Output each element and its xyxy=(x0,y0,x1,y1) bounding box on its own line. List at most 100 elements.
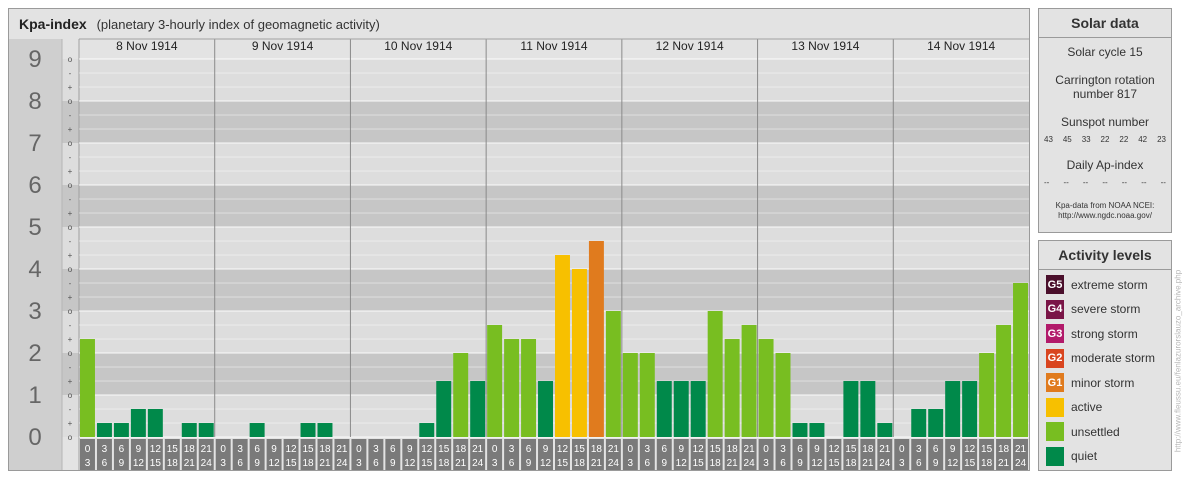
interval-start-label: 9 xyxy=(543,444,549,455)
kp-bar xyxy=(860,381,876,437)
time-cell xyxy=(792,439,808,470)
legend-swatch xyxy=(1046,422,1064,441)
y-subtick-label: - xyxy=(69,363,72,372)
data-source-link[interactable]: http://www.ngdc.noaa.gov/ xyxy=(1058,211,1152,220)
kp-bar xyxy=(80,339,95,437)
interval-end-label: 9 xyxy=(661,458,667,469)
solar-data-panel: Solar data Solar cycle 15 Carrington rot… xyxy=(1038,8,1172,233)
interval-end-label: 3 xyxy=(220,458,226,469)
interval-end-label: 3 xyxy=(763,458,769,469)
interval-end-label: 24 xyxy=(336,458,348,469)
time-cell xyxy=(487,439,503,470)
interval-end-label: 18 xyxy=(845,458,857,469)
interval-end-label: 12 xyxy=(404,458,416,469)
chart-title: Kpa-index (planetary 3-hourly index of g… xyxy=(19,16,380,32)
y-label-column xyxy=(9,39,62,470)
time-cell xyxy=(945,439,961,470)
sunspot-title: Sunspot number xyxy=(1060,115,1150,129)
time-cell xyxy=(436,439,452,470)
interval-end-label: 12 xyxy=(947,458,959,469)
interval-start-label: 0 xyxy=(492,444,498,455)
time-cell xyxy=(639,439,655,470)
solar-cycle: Solar cycle 15 xyxy=(1067,45,1143,59)
kp-bar xyxy=(470,381,486,437)
y-subtick-label: + xyxy=(68,209,73,218)
ap-value: -- xyxy=(1141,178,1147,187)
data-source-line-1: Kpa-data from NOAA NCEI: xyxy=(1055,201,1155,210)
legend-swatch: G5 xyxy=(1046,275,1064,294)
interval-start-label: 0 xyxy=(85,444,91,455)
band xyxy=(62,143,1029,185)
time-cell xyxy=(419,439,435,470)
interval-end-label: 24 xyxy=(879,458,891,469)
time-cell xyxy=(130,439,146,470)
interval-end-label: 6 xyxy=(102,458,108,469)
kp-bar xyxy=(249,423,265,437)
interval-end-label: 21 xyxy=(591,458,603,469)
legend-item-minor-storm: G1 minor storm xyxy=(1046,373,1134,392)
y-subtick-label: o xyxy=(68,307,73,316)
interval-end-label: 9 xyxy=(119,458,125,469)
kp-bar xyxy=(673,381,689,437)
sunspot-value: 23 xyxy=(1157,135,1166,144)
kp-bar xyxy=(1013,282,1028,437)
interval-start-label: 3 xyxy=(237,444,243,455)
interval-end-label: 15 xyxy=(693,458,705,469)
interval-end-label: 21 xyxy=(184,458,196,469)
interval-end-label: 15 xyxy=(285,458,297,469)
interval-start-label: 6 xyxy=(254,444,260,455)
interval-start-label: 15 xyxy=(710,444,722,455)
interval-start-label: 15 xyxy=(574,444,586,455)
interval-start-label: 18 xyxy=(455,444,467,455)
interval-start-label: 18 xyxy=(727,444,739,455)
kp-bar xyxy=(724,339,740,437)
interval-end-label: 3 xyxy=(85,458,91,469)
y-tick-label: 4 xyxy=(28,256,41,283)
kp-bar xyxy=(639,353,655,437)
time-cell xyxy=(351,439,367,470)
kp-bar xyxy=(504,339,520,437)
y-subtick-label: + xyxy=(68,419,73,428)
y-subtick-label: o xyxy=(68,181,73,190)
time-cell xyxy=(928,439,944,470)
kp-bar xyxy=(453,353,469,437)
interval-end-label: 15 xyxy=(964,458,976,469)
interval-start-label: 6 xyxy=(661,444,667,455)
kp-bar xyxy=(707,311,723,437)
time-cell xyxy=(555,439,570,470)
kp-bar xyxy=(147,408,163,437)
kp-bar xyxy=(436,381,452,437)
time-cell xyxy=(198,439,214,470)
legend-label: extreme storm xyxy=(1071,277,1148,292)
interval-start-label: 9 xyxy=(407,444,413,455)
kp-bar xyxy=(996,324,1012,437)
band xyxy=(62,101,1029,143)
interval-end-label: 21 xyxy=(455,458,467,469)
interval-start-label: 12 xyxy=(285,444,297,455)
data-source: Kpa-data from NOAA NCEI: http://www.ngdc… xyxy=(1039,201,1171,221)
legend-swatch xyxy=(1046,397,1064,417)
interval-end-label: 12 xyxy=(811,458,823,469)
y-subtick-label: - xyxy=(69,321,72,330)
time-cell xyxy=(147,439,163,470)
interval-end-label: 15 xyxy=(421,458,433,469)
y-tick-label: 0 xyxy=(28,424,41,451)
carrington-line-1: Carrington rotation xyxy=(1055,73,1155,87)
kp-bar xyxy=(758,339,774,437)
interval-start-label: 12 xyxy=(828,444,840,455)
legend-swatch: G2 xyxy=(1046,348,1064,368)
chart-subtitle: (planetary 3-hourly index of geomagnetic… xyxy=(96,17,380,32)
kp-bar xyxy=(877,423,893,437)
chart-title-main: Kpa-index xyxy=(19,16,87,32)
interval-start-label: 12 xyxy=(150,444,162,455)
kp-bar xyxy=(538,381,553,437)
time-cell xyxy=(453,439,469,470)
legend-item-moderate-storm: G2 moderate storm xyxy=(1046,348,1155,368)
sunspot-values: 43 45 33 22 22 42 23 xyxy=(1039,135,1171,144)
interval-end-label: 9 xyxy=(797,458,803,469)
kp-chart: 0123456789o+-o+-o+-o+-o+-o+-o+-o+-o+-o8 … xyxy=(9,38,1029,470)
time-cell xyxy=(571,439,587,470)
interval-start-label: 6 xyxy=(390,444,396,455)
interval-end-label: 15 xyxy=(557,458,569,469)
interval-start-label: 6 xyxy=(526,444,532,455)
